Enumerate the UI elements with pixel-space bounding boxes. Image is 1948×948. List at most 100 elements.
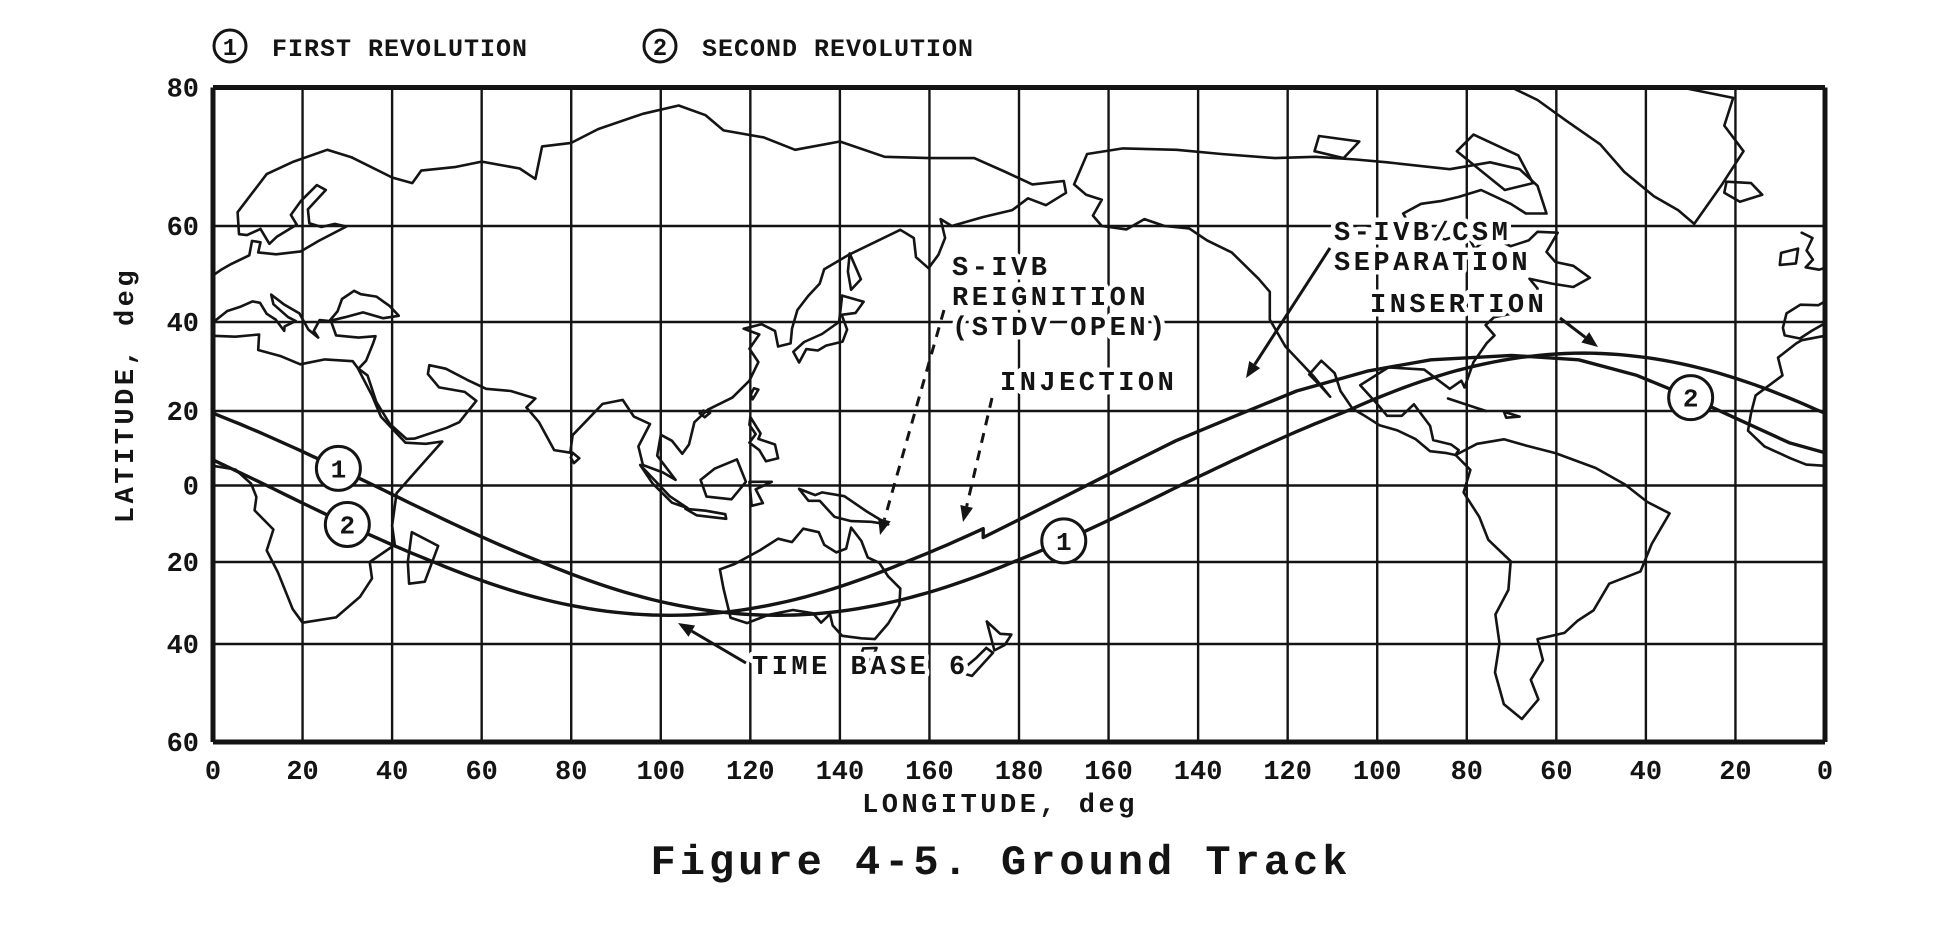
revolution-1-marker-icon	[314, 444, 362, 492]
x-tick-label: 0	[205, 758, 221, 788]
revolution-1-marker-icon	[1040, 517, 1088, 565]
sivb-reignition-label: (STDV OPEN)	[952, 314, 1169, 344]
x-tick-label: 180	[995, 758, 1044, 788]
annotation-leaders	[678, 247, 1598, 665]
coastline	[985, 620, 1013, 652]
x-tick-label: 120	[1263, 758, 1312, 788]
x-tick-label: 80	[555, 758, 587, 788]
coastline	[860, 646, 878, 663]
sivb-csm-separation-arrowhead-icon	[1246, 361, 1261, 378]
injection-arrowhead-icon	[960, 504, 973, 522]
x-tick-label: 100	[636, 758, 685, 788]
sivb-csm-separation-leader-line	[1253, 247, 1332, 366]
legend-symbol-1: 1	[223, 36, 237, 63]
sivb-reignition-arrowhead-icon	[878, 517, 891, 535]
coastline	[211, 333, 444, 624]
revolution-2-marker-icon	[1667, 374, 1715, 422]
coastline	[1510, 86, 1745, 226]
x-tick-label: 20	[1719, 758, 1751, 788]
revolution-1-marker-label: 1	[1056, 528, 1072, 558]
coastline	[406, 530, 440, 585]
x-tick-label: 100	[1353, 758, 1402, 788]
insertion-label: INSERTION	[1370, 291, 1547, 321]
coastline	[748, 415, 780, 463]
y-tick-label: 20	[167, 399, 199, 429]
x-tick-label: 60	[465, 758, 497, 788]
legend-label-first-revolution: FIRST REVOLUTION	[272, 35, 528, 64]
y-tick-label: 60	[167, 730, 199, 760]
y-tick-label: 80	[167, 76, 199, 106]
y-axis-title: LATITUDE, deg	[112, 267, 142, 523]
coastline	[569, 451, 581, 465]
x-tick-label: 160	[1084, 758, 1133, 788]
sivb-reignition-label: S-IVB	[952, 254, 1051, 284]
revolution-2-marker-label: 2	[1683, 385, 1699, 415]
coastline	[699, 458, 748, 501]
world-coastlines	[211, 86, 1827, 721]
legend-circle-2-icon	[642, 28, 678, 64]
coastline	[1454, 438, 1671, 721]
coastline	[1502, 410, 1521, 419]
coastline	[638, 463, 689, 510]
x-tick-label: 120	[726, 758, 775, 788]
coastline	[1781, 300, 1827, 340]
coastline	[1455, 133, 1535, 192]
x-tick-label: 0	[1817, 758, 1833, 788]
y-tick-label: 60	[167, 214, 199, 244]
time-base-6-leader-line	[691, 629, 747, 665]
x-tick-label: 20	[286, 758, 318, 788]
coastline	[718, 526, 902, 641]
injection-label: INJECTION	[1000, 369, 1177, 399]
sivb-csm-separation-label: S-IVB/CSM	[1334, 219, 1511, 249]
coastline	[1746, 334, 1827, 468]
x-axis-title: LONGITUDE, deg	[862, 791, 1138, 821]
map-grid	[210, 85, 1828, 745]
injection-leader-line	[965, 397, 994, 507]
sivb-reignition-label: REIGNITION	[952, 284, 1149, 314]
time-base-6-label: TIME BASE 6	[752, 653, 969, 683]
coastline	[211, 148, 354, 277]
coastline	[698, 409, 712, 419]
coastline	[211, 104, 1068, 482]
revolution-markers: 1 1 2 2	[314, 374, 1715, 565]
x-tick-label: 160	[905, 758, 954, 788]
coastline	[749, 387, 760, 401]
insertion-leader-line	[1559, 316, 1587, 339]
revolution-1-marker-label: 1	[331, 455, 347, 485]
legend-item-second-revolution: 2 SECOND REVOLUTION	[642, 28, 974, 64]
legend-circle-1-icon	[212, 28, 248, 64]
y-tick-label: 20	[167, 550, 199, 580]
y-tick-label: 40	[167, 632, 199, 662]
coastline	[1778, 247, 1800, 267]
coastline	[792, 294, 865, 364]
x-tick-label: 140	[1174, 758, 1223, 788]
x-tick-label: 80	[1451, 758, 1483, 788]
legend-label-second-revolution: SECOND REVOLUTION	[702, 35, 974, 64]
coastline	[957, 646, 995, 678]
coastline	[846, 252, 863, 292]
coastline	[1800, 231, 1827, 271]
coastline	[1723, 180, 1764, 204]
coastline	[684, 507, 728, 521]
legend-symbol-2: 2	[653, 36, 667, 63]
coastline	[1072, 147, 1592, 457]
coastline	[748, 480, 774, 508]
legend: 1 FIRST REVOLUTION 2 SECOND REVOLUTION	[212, 28, 974, 64]
axis-tick-labels: 0 20 40 60 80 100 120 140 160 180 160 140 120 100 80 60…	[162, 71, 1838, 793]
sivb-csm-separation-label: SEPARATION	[1334, 249, 1531, 279]
time-base-6-arrowhead-icon	[678, 623, 696, 637]
y-tick-label: 40	[167, 310, 199, 340]
sivb-reignition-leader-line	[882, 309, 946, 521]
coastline	[1446, 397, 1488, 413]
coastline	[797, 487, 890, 526]
revolution-2-marker-label: 2	[340, 512, 356, 542]
x-tick-label: 60	[1540, 758, 1572, 788]
x-tick-label: 140	[816, 758, 865, 788]
coastline	[1313, 134, 1361, 160]
x-tick-label: 40	[376, 758, 408, 788]
track-1	[211, 351, 1827, 617]
revolution-2-marker-icon	[323, 501, 371, 549]
